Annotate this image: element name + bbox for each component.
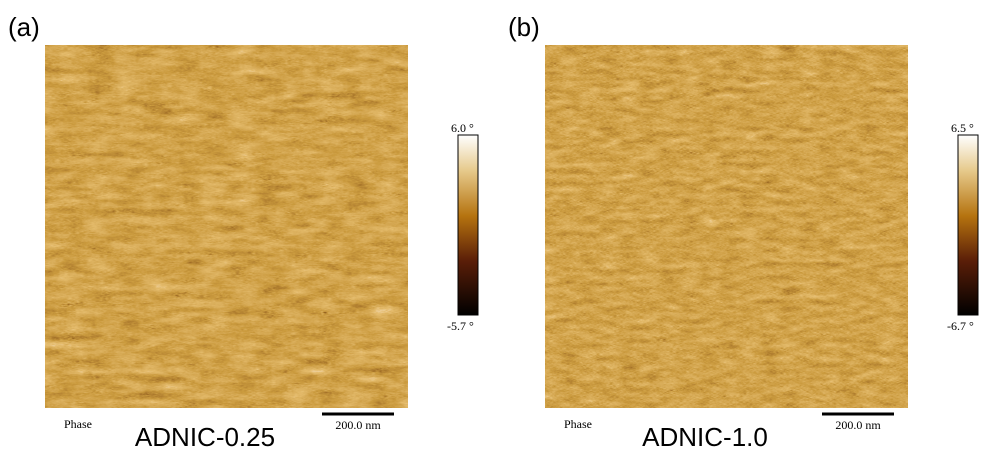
colorbar-min: -5.7 °	[447, 319, 474, 333]
colorbar	[457, 134, 479, 316]
colorbar-min: -6.7 °	[947, 319, 974, 333]
colorbar-max: 6.5 °	[951, 121, 974, 135]
panel-label: (a)	[8, 12, 40, 42]
caption: ADNIC-1.0	[642, 422, 768, 450]
channel-label: Phase	[64, 417, 92, 431]
colorbar-max: 6.0 °	[451, 121, 474, 135]
colorbar	[957, 134, 979, 316]
afm-image	[545, 45, 908, 408]
channel-label: Phase	[564, 417, 592, 431]
afm-image	[45, 45, 408, 408]
caption: ADNIC-0.25	[135, 422, 275, 450]
scale-bar-label: 200.0 nm	[335, 418, 381, 432]
scale-bar-label: 200.0 nm	[835, 418, 881, 432]
panel-label: (b)	[508, 12, 540, 42]
